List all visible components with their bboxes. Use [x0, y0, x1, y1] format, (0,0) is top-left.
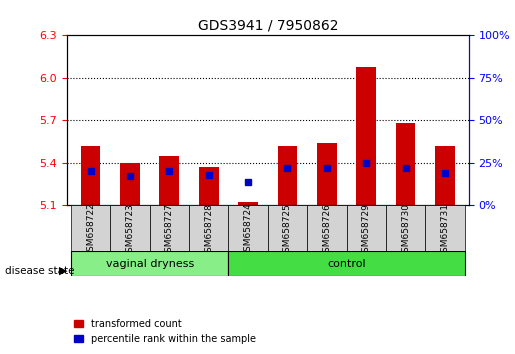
Text: vaginal dryness: vaginal dryness [106, 259, 194, 269]
Bar [317, 143, 337, 205]
Text: GSM658725: GSM658725 [283, 202, 292, 258]
Bar [396, 123, 416, 205]
FancyBboxPatch shape [229, 251, 465, 276]
FancyBboxPatch shape [189, 205, 229, 255]
Title: GDS3941 / 7950862: GDS3941 / 7950862 [198, 19, 338, 33]
Bar [238, 202, 258, 205]
Legend: transformed count, percentile rank within the sample: transformed count, percentile rank withi… [72, 317, 258, 346]
Bar [120, 163, 140, 205]
FancyBboxPatch shape [347, 205, 386, 255]
FancyBboxPatch shape [150, 205, 189, 255]
FancyBboxPatch shape [229, 205, 268, 255]
FancyBboxPatch shape [386, 205, 425, 255]
FancyBboxPatch shape [71, 251, 229, 276]
Text: GSM658724: GSM658724 [244, 203, 253, 257]
Bar [199, 167, 218, 205]
Text: GSM658726: GSM658726 [322, 202, 331, 258]
Bar [160, 156, 179, 205]
Text: GSM658728: GSM658728 [204, 202, 213, 258]
Text: GSM658729: GSM658729 [362, 202, 371, 258]
Bar [356, 67, 376, 205]
Bar [278, 146, 297, 205]
Text: GSM658722: GSM658722 [86, 203, 95, 257]
Text: GSM658723: GSM658723 [126, 202, 134, 258]
FancyBboxPatch shape [307, 205, 347, 255]
FancyBboxPatch shape [268, 205, 307, 255]
FancyBboxPatch shape [110, 205, 150, 255]
Bar [435, 146, 455, 205]
Text: GSM658727: GSM658727 [165, 202, 174, 258]
Text: ▶: ▶ [59, 266, 68, 276]
Text: GSM658731: GSM658731 [440, 202, 450, 258]
Text: control: control [327, 259, 366, 269]
FancyBboxPatch shape [425, 205, 465, 255]
Bar [81, 146, 100, 205]
FancyBboxPatch shape [71, 205, 110, 255]
Text: GSM658730: GSM658730 [401, 202, 410, 258]
Text: disease state: disease state [5, 266, 75, 276]
